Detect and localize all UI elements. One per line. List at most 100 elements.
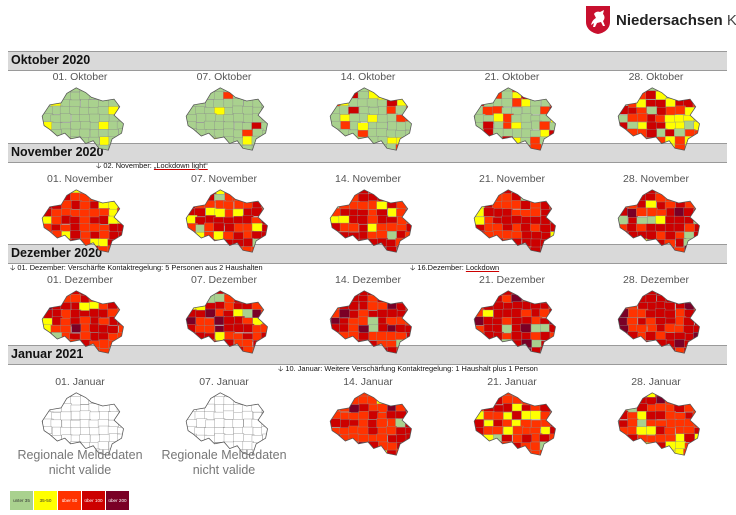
district-cell (693, 332, 700, 342)
district-cell (349, 253, 359, 256)
district-cell (626, 223, 638, 233)
district-cell (186, 193, 196, 203)
district-cell (474, 189, 477, 195)
district-cell (646, 246, 657, 253)
district-cell (377, 290, 389, 296)
district-cell (540, 246, 552, 253)
district-cell (520, 323, 532, 333)
district-cell (176, 254, 186, 256)
district-cell (339, 238, 351, 247)
district-cell (484, 189, 495, 195)
district-cell (251, 223, 263, 233)
district-cell (42, 411, 43, 421)
district-cell (474, 122, 475, 132)
district-cell (464, 255, 474, 256)
district-cell (330, 232, 341, 242)
district-cell (694, 346, 700, 354)
district-cell (521, 254, 531, 256)
district-cell (367, 348, 379, 354)
district-cell (79, 128, 90, 138)
district-cell (357, 215, 369, 225)
district-cell (243, 237, 254, 247)
district-cell (493, 246, 505, 253)
state-outline (41, 189, 124, 253)
district-cell (474, 316, 476, 326)
month-header-oktober: Oktober 2020 (8, 51, 727, 71)
district-cell (51, 397, 62, 407)
district-cell (203, 120, 215, 130)
district-cell (70, 91, 81, 101)
district-cell (42, 245, 53, 253)
district-cell (646, 207, 658, 217)
district-cell (233, 433, 245, 443)
map-panel: 14. Januar (298, 376, 438, 459)
district-cell (98, 301, 110, 310)
district-cell (406, 98, 412, 108)
brand-name: Niedersachsen (616, 11, 723, 29)
district-cell (539, 395, 551, 405)
district-cell (50, 290, 62, 297)
district-cell (42, 333, 45, 342)
district-cell (549, 433, 556, 443)
district-cell (117, 200, 124, 209)
district-cell (618, 137, 620, 147)
district-cell (618, 347, 619, 354)
district-cell (117, 317, 124, 327)
district-cell (646, 426, 658, 435)
district-cell (260, 193, 268, 203)
arrow-down-icon: 🡣 (96, 161, 102, 170)
district-cell (338, 105, 350, 115)
district-cell (405, 143, 412, 151)
district-cell (261, 239, 268, 249)
district-cell (80, 346, 92, 354)
district-cell (330, 189, 340, 195)
district-cell (666, 152, 676, 154)
district-cell (205, 246, 217, 253)
district-cell (42, 338, 45, 348)
district-cell (618, 395, 619, 405)
district-cell (627, 434, 638, 444)
district-cell (484, 355, 494, 357)
district-cell (367, 215, 379, 225)
district-cell (330, 346, 341, 354)
district-cell (627, 246, 638, 253)
district-cell (618, 290, 630, 295)
district-cell (118, 128, 124, 138)
district-cell (108, 189, 120, 196)
district-cell (395, 237, 407, 247)
district-cell (675, 457, 685, 459)
district-cell (358, 395, 369, 405)
district-cell (330, 135, 342, 145)
district-cell (349, 113, 361, 123)
district-cell (196, 293, 207, 303)
district-cell (232, 290, 244, 296)
district-cell (549, 290, 556, 296)
district-cell (206, 151, 216, 154)
district-cell (406, 105, 412, 115)
district-cell (108, 152, 118, 154)
map-panel: 28. Oktober (586, 71, 726, 154)
district-cell (117, 143, 124, 151)
district-cell (89, 254, 99, 256)
district-cell (474, 434, 484, 444)
district-cell (483, 458, 493, 459)
state-outline (329, 87, 412, 151)
district-cell (674, 295, 686, 304)
district-cell (176, 354, 186, 357)
map-panel: 01. November (10, 173, 150, 256)
district-cell (253, 340, 264, 349)
district-cell (339, 450, 351, 456)
district-cell (117, 354, 127, 357)
district-cell (664, 302, 676, 312)
district-cell (330, 404, 333, 414)
district-cell (43, 152, 53, 154)
district-cell (42, 301, 53, 311)
district-cell (186, 200, 188, 209)
district-cell (42, 136, 44, 146)
district-cell (683, 426, 695, 435)
district-cell (492, 144, 504, 151)
district-incidence-map (473, 87, 561, 154)
district-cell (665, 355, 675, 357)
district-cell (551, 152, 561, 154)
district-cell (376, 128, 388, 138)
